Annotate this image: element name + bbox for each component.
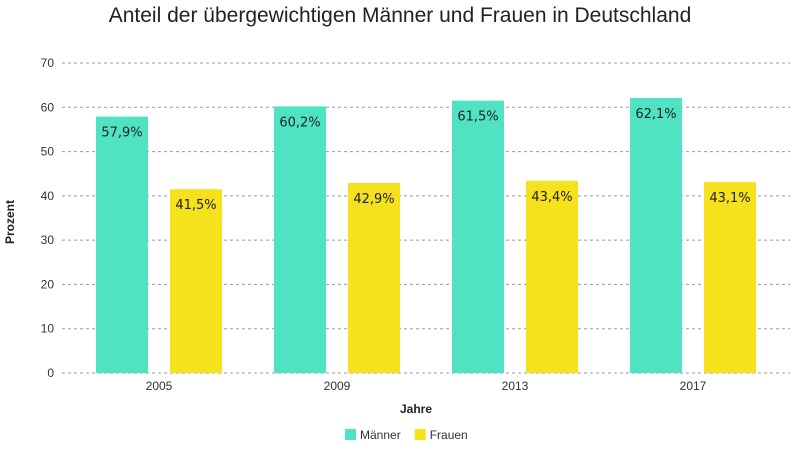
bar-frauen-2017 (704, 182, 756, 373)
y-tick-label: 50 (41, 145, 55, 159)
y-tick-label: 30 (41, 233, 55, 247)
x-axis-ticks: 2005 2009 2013 2017 (146, 379, 707, 393)
y-tick-label: 40 (41, 189, 55, 203)
y-tick-label: 20 (41, 277, 55, 291)
legend: Männer Frauen (345, 428, 468, 442)
y-tick-label: 10 (41, 322, 55, 336)
y-axis-ticks: 0 10 20 30 40 50 60 70 (41, 56, 55, 380)
y-tick-label: 60 (41, 100, 55, 114)
data-label: 42,9% (353, 192, 394, 207)
legend-swatch (414, 429, 426, 440)
x-tick-label: 2013 (502, 379, 529, 393)
data-label: 60,2% (279, 115, 320, 130)
data-label: 57,9% (101, 126, 142, 141)
bar-frauen-2013 (526, 180, 578, 373)
bar-frauen-2009 (348, 183, 400, 373)
bar-m-nner-2009 (274, 106, 326, 374)
x-tick-label: 2009 (324, 379, 351, 393)
y-axis-title: Prozent (3, 200, 17, 244)
bar-m-nner-2005 (96, 116, 148, 373)
data-label: 41,5% (175, 198, 216, 213)
y-tick-label: 0 (47, 366, 54, 380)
data-label: 61,5% (457, 110, 498, 125)
x-axis-title: Jahre (400, 402, 432, 416)
data-label: 62,1% (635, 107, 676, 122)
legend-label: Männer (360, 428, 401, 442)
bars (96, 97, 756, 374)
x-tick-label: 2005 (146, 379, 173, 393)
y-tick-label: 70 (41, 56, 55, 70)
bar-m-nner-2013 (452, 100, 504, 374)
data-label: 43,1% (709, 191, 750, 206)
chart-title: Anteil der übergewichtigen Männer und Fr… (109, 4, 692, 27)
bar-frauen-2005 (170, 189, 222, 373)
bar-m-nner-2017 (630, 97, 682, 373)
data-label: 43,4% (531, 190, 572, 205)
legend-swatch (345, 429, 356, 440)
data-labels: 57,9% 41,5% 60,2% 42,9% 61,5% 43,4% 62,1% 43,1% (101, 107, 750, 213)
legend-label: Frauen (430, 428, 468, 442)
x-tick-label: 2017 (680, 379, 707, 393)
